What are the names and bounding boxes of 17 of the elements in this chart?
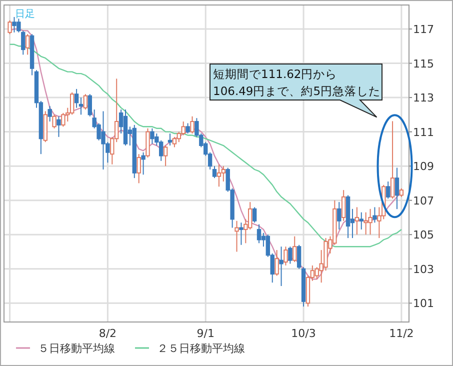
y-tick-label: 111 <box>413 126 434 139</box>
legend-label: ２５日移動平均線 <box>157 342 245 355</box>
annotation: 短期間で111.62円から 106.49円まで、約5円急落した <box>213 67 381 98</box>
x-tick-label: 11/2 <box>389 327 414 340</box>
y-tick-label: 109 <box>413 160 434 174</box>
y-tick-label: 117 <box>413 22 434 36</box>
y-tick-label: 107 <box>413 194 434 208</box>
x-tick-label: 10/3 <box>291 327 316 340</box>
chart-title: 日足 <box>15 9 35 20</box>
y-tick-label: 103 <box>413 262 434 276</box>
y-tick-label: 115 <box>413 57 434 70</box>
x-tick-label: 9/1 <box>196 327 214 340</box>
x-tick-label: 8/2 <box>98 327 117 340</box>
y-tick-label: 101 <box>413 297 434 310</box>
y-tick-label: 105 <box>413 228 434 242</box>
y-tick-label: 113 <box>413 92 434 105</box>
legend-label: ５日移動平均線 <box>38 342 115 355</box>
